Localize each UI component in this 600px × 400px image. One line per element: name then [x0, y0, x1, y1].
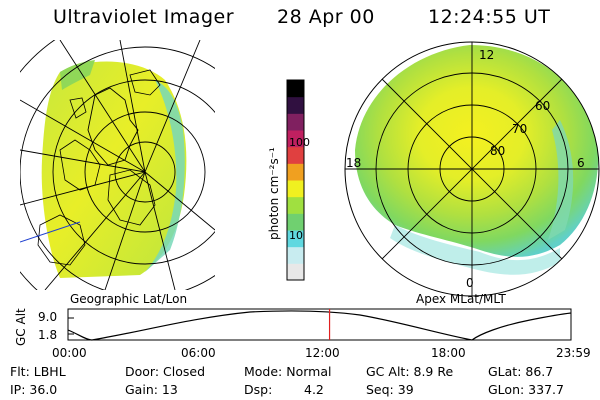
colorbar-frame	[286, 79, 305, 281]
info-door: Door: Closed	[125, 364, 206, 379]
header-time: 12:24:55 UT	[428, 6, 551, 28]
info-ip: IP: 36.0	[10, 382, 58, 397]
colorbar-swatch	[287, 213, 304, 231]
mlt-label-0: 0	[466, 276, 474, 290]
colorbar-swatch	[287, 113, 304, 131]
mlat-label-70: 70	[512, 122, 527, 136]
altitude-plot	[67, 308, 572, 341]
colorbar	[286, 79, 305, 281]
altitude-xtick-0000: 00:00	[52, 346, 87, 360]
info-seq: Seq: 39	[366, 382, 414, 397]
colorbar-swatch	[287, 146, 304, 164]
colorbar-swatch	[287, 163, 304, 181]
colorbar-swatch	[287, 96, 304, 114]
altitude-xtick-1200: 12:00	[305, 346, 340, 360]
info-glat: GLat: 86.7	[488, 364, 554, 379]
altitude-xtick-2359: 23:59	[556, 346, 591, 360]
info-mode: Mode: Normal	[244, 364, 332, 379]
geographic-caption: Geographic Lat/Lon	[70, 292, 187, 306]
info-flt: Flt: LBHL	[10, 364, 66, 379]
info-dsp-label: Dsp:	[244, 382, 273, 397]
altitude-xtick-1800: 18:00	[431, 346, 466, 360]
geographic-image	[20, 40, 215, 290]
altitude-xtick-0600: 06:00	[181, 346, 216, 360]
colorbar-swatch	[287, 263, 304, 281]
colorbar-tick-100: 100	[289, 136, 310, 149]
apex-polar-image	[344, 41, 600, 297]
mlat-label-80: 80	[490, 144, 505, 158]
altitude-ytick-1: 1.8	[38, 328, 57, 342]
mlt-label-18: 18	[346, 156, 361, 170]
colorbar-swatch	[287, 130, 304, 148]
mlat-label-60: 60	[535, 99, 550, 113]
header-date: 28 Apr 00	[277, 6, 375, 28]
colorbar-swatch	[287, 246, 304, 264]
info-dsp-value: 4.2	[304, 382, 324, 397]
colorbar-tick-10: 10	[289, 229, 303, 242]
app-title: Ultraviolet Imager	[53, 6, 235, 28]
colorbar-swatch	[287, 180, 304, 198]
info-glon: GLon: 337.7	[488, 382, 564, 397]
apex-caption: Apex MLat/MLT	[416, 292, 506, 306]
colorbar-swatch	[287, 80, 304, 98]
altitude-ytick-9: 9.0	[38, 310, 57, 324]
colorbar-swatch	[287, 196, 304, 214]
mlt-label-12: 12	[479, 48, 494, 62]
info-gain: Gain: 13	[125, 382, 178, 397]
colorbar-swatch	[287, 230, 304, 248]
info-gc-alt: GC Alt: 8.9 Re	[366, 364, 454, 379]
mlt-label-6: 6	[577, 156, 585, 170]
colorbar-unit-label: photon cm⁻²s⁻¹	[267, 147, 281, 240]
altitude-ylabel: GC Alt	[14, 308, 28, 346]
